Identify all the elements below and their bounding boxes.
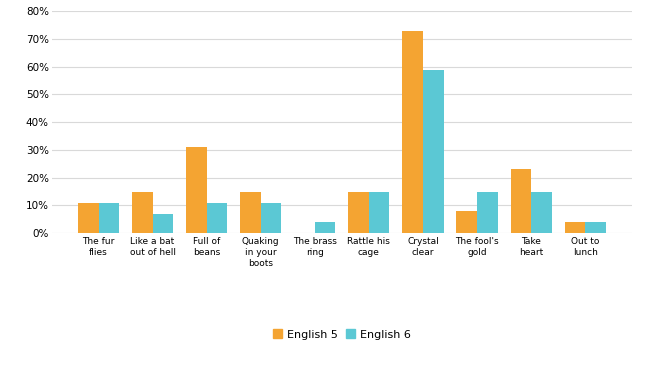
Bar <box>99 203 119 233</box>
Bar <box>585 222 606 233</box>
Bar <box>153 214 173 233</box>
Bar <box>477 191 497 233</box>
Bar <box>564 222 585 233</box>
Bar <box>402 31 423 233</box>
Bar <box>315 222 335 233</box>
Bar <box>531 191 551 233</box>
Bar <box>511 169 531 233</box>
Bar <box>240 191 261 233</box>
Bar <box>132 191 153 233</box>
Bar <box>457 211 477 233</box>
Legend: English 5, English 6: English 5, English 6 <box>270 326 414 343</box>
Bar <box>186 147 206 233</box>
Bar <box>369 191 390 233</box>
Bar <box>261 203 281 233</box>
Bar <box>206 203 227 233</box>
Bar <box>78 203 99 233</box>
Bar <box>348 191 369 233</box>
Bar <box>423 70 444 233</box>
